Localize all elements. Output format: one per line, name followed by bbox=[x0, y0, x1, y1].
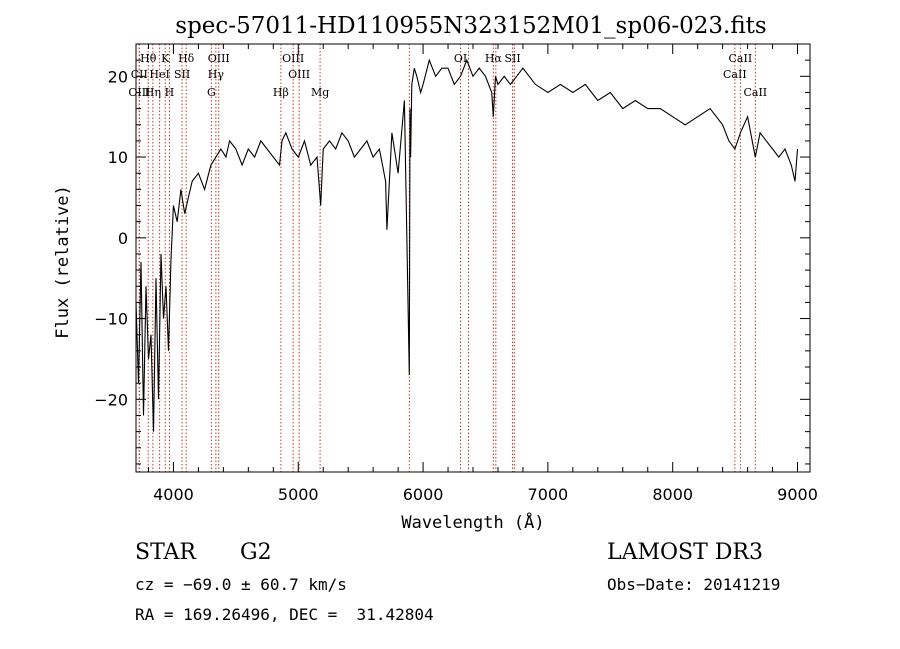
line-marker-label: CaII bbox=[743, 86, 767, 99]
line-marker-label: Hθ bbox=[140, 52, 157, 65]
y-tick-label: −20 bbox=[94, 390, 128, 409]
x-tick-label: 6000 bbox=[403, 485, 444, 504]
line-marker-label: Hα bbox=[485, 52, 503, 65]
line-marker-guides bbox=[138, 44, 756, 472]
line-marker-label: K bbox=[161, 52, 170, 65]
line-marker-label: OIII bbox=[282, 52, 304, 65]
x-axis-ticks: 4000 5000 6000 7000 8000 9000 bbox=[147, 44, 818, 504]
chart-title: spec-57011-HD110955N323152M01_sp06-023.f… bbox=[175, 13, 766, 39]
line-marker-label: Hη bbox=[145, 86, 161, 99]
x-tick-label: 8000 bbox=[652, 485, 693, 504]
line-marker-label: Hβ bbox=[273, 86, 289, 99]
line-marker-label: Hγ bbox=[208, 68, 225, 81]
line-marker-label: HeI bbox=[149, 68, 169, 81]
y-tick-label: 20 bbox=[108, 67, 128, 86]
line-marker-label: OIII bbox=[208, 52, 230, 65]
y-tick-label: 10 bbox=[108, 148, 128, 167]
flux-series-line bbox=[135, 58, 799, 432]
line-marker-label: CaII bbox=[723, 68, 747, 81]
x-axis-label: Wavelength (Å) bbox=[401, 511, 544, 533]
line-marker-label: H bbox=[165, 86, 175, 99]
x-tick-label: 7000 bbox=[528, 485, 569, 504]
line-marker-label: OI bbox=[454, 52, 467, 65]
line-marker-label: G bbox=[207, 86, 216, 99]
y-tick-label: 0 bbox=[118, 229, 128, 248]
redshift-readout: cz = −69.0 ± 60.7 km/s bbox=[135, 575, 347, 594]
line-marker-label: Mg bbox=[311, 86, 329, 99]
line-marker-label: CII bbox=[131, 68, 148, 81]
line-marker-label: OIII bbox=[288, 68, 310, 81]
line-marker-label: CaII bbox=[729, 52, 753, 65]
line-marker-label: SII bbox=[504, 52, 520, 65]
x-tick-label: 9000 bbox=[777, 485, 818, 504]
y-axis-ticks: −20 −10 0 10 20 bbox=[94, 43, 810, 465]
line-marker-label: Hδ bbox=[178, 52, 195, 65]
survey-name: LAMOST DR3 bbox=[607, 540, 763, 565]
y-tick-label: −10 bbox=[94, 310, 128, 329]
observation-date: Obs−Date: 20141219 bbox=[607, 575, 781, 594]
coordinates-readout: RA = 169.26496, DEC = 31.42804 bbox=[135, 605, 434, 624]
y-axis-label: Flux (relative) bbox=[53, 185, 73, 339]
plot-frame bbox=[135, 43, 811, 473]
object-type: STAR bbox=[135, 540, 196, 565]
x-tick-label: 4000 bbox=[153, 485, 194, 504]
x-tick-label: 5000 bbox=[278, 485, 319, 504]
spectral-subclass: G2 bbox=[240, 540, 272, 565]
line-marker-label: SII bbox=[174, 68, 190, 81]
